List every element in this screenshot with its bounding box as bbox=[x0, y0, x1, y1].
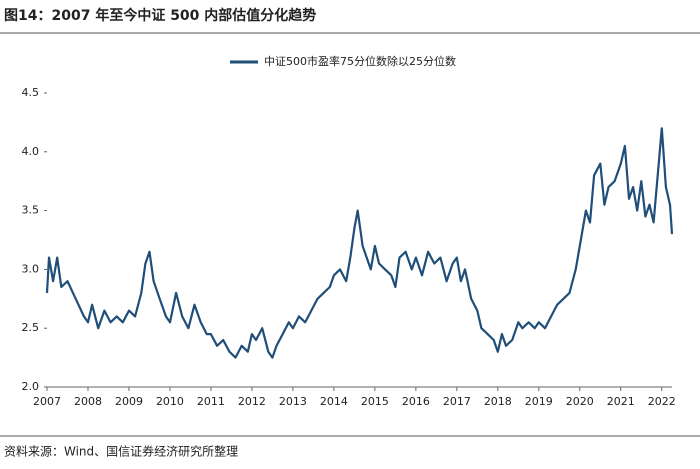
x-tick-label: 2012 bbox=[238, 395, 266, 408]
x-tick-label: 2007 bbox=[33, 395, 61, 408]
x-tick-label: 2013 bbox=[279, 395, 307, 408]
x-tick-label: 2011 bbox=[197, 395, 225, 408]
y-tick-label: 2.5 bbox=[22, 321, 40, 334]
x-tick-label: 2018 bbox=[484, 395, 512, 408]
y-tick-label: 4.0 bbox=[22, 145, 40, 158]
legend-label: 中证500市盈率75分位数除以25分位数 bbox=[264, 54, 456, 68]
chart-title: 图14：2007 年至今中证 500 内部估值分化趋势 bbox=[4, 7, 316, 24]
y-tick-label: 3.5 bbox=[22, 204, 40, 217]
y-tick-label: 2.0 bbox=[22, 380, 40, 393]
y-tick-label: 4.5 bbox=[22, 86, 40, 99]
x-tick-label: 2020 bbox=[566, 395, 594, 408]
y-tick-label: 3.0 bbox=[22, 262, 40, 275]
x-tick-label: 2010 bbox=[156, 395, 184, 408]
x-tick-label: 2019 bbox=[525, 395, 553, 408]
source-note: 资料来源：Wind、国信证券经济研究所整理 bbox=[4, 444, 238, 459]
x-tick-label: 2014 bbox=[320, 395, 348, 408]
x-tick-label: 2022 bbox=[648, 395, 676, 408]
x-tick-label: 2017 bbox=[443, 395, 471, 408]
x-tick-label: 2008 bbox=[74, 395, 102, 408]
series-line bbox=[45, 127, 674, 359]
x-tick-label: 2021 bbox=[607, 395, 635, 408]
x-tick-label: 2016 bbox=[402, 395, 430, 408]
x-tick-label: 2009 bbox=[115, 395, 143, 408]
x-tick-label: 2015 bbox=[361, 395, 389, 408]
